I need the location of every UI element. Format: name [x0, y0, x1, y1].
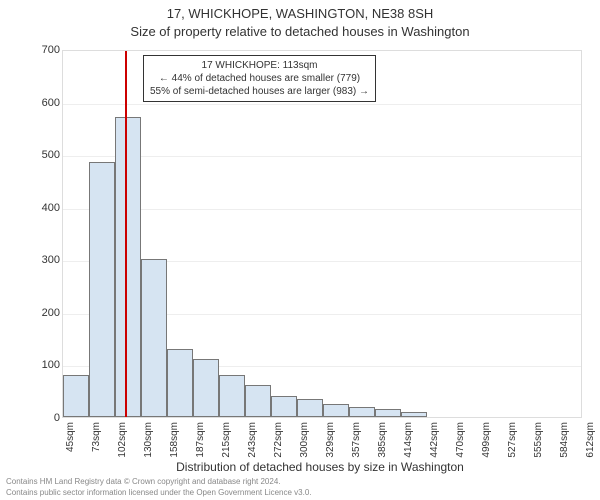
histogram-bar	[141, 259, 167, 417]
attribution-line-1: Contains HM Land Registry data © Crown c…	[6, 477, 596, 487]
histogram-bar	[167, 349, 193, 417]
y-axis-label: Number of detached properties	[2, 0, 18, 50]
x-tick-label: 158sqm	[169, 422, 180, 458]
histogram-bar	[245, 385, 271, 417]
y-tick-label: 600	[20, 97, 60, 109]
property-annotation-box: 17 WHICKHOPE: 113sqm ← 44% of detached h…	[143, 55, 376, 102]
histogram-bars	[63, 51, 581, 417]
x-tick-label: 329sqm	[325, 422, 336, 458]
y-tick-label: 500	[20, 149, 60, 161]
y-tick-label: 300	[20, 254, 60, 266]
annotation-line-2: ← 44% of detached houses are smaller (77…	[150, 72, 369, 85]
plot-area: 17 WHICKHOPE: 113sqm ← 44% of detached h…	[62, 50, 582, 418]
x-tick-label: 385sqm	[377, 422, 388, 458]
attribution-text: Contains HM Land Registry data © Crown c…	[6, 477, 596, 498]
x-tick-label: 442sqm	[429, 422, 440, 458]
annotation-line-1: 17 WHICKHOPE: 113sqm	[150, 59, 369, 72]
x-tick-label: 499sqm	[481, 422, 492, 458]
chart-title-address: 17, WHICKHOPE, WASHINGTON, NE38 8SH	[0, 6, 600, 21]
x-tick-label: 272sqm	[273, 422, 284, 458]
y-tick-label: 0	[20, 412, 60, 424]
x-tick-label: 555sqm	[533, 422, 544, 458]
x-tick-label: 73sqm	[91, 422, 102, 452]
property-marker-line	[125, 51, 127, 417]
x-tick-label: 300sqm	[299, 422, 310, 458]
histogram-bar	[115, 117, 141, 417]
x-tick-label: 102sqm	[117, 422, 128, 458]
x-axis-label: Distribution of detached houses by size …	[60, 460, 580, 474]
chart-title-description: Size of property relative to detached ho…	[0, 24, 600, 39]
histogram-bar	[219, 375, 245, 417]
y-tick-label: 100	[20, 359, 60, 371]
x-tick-label: 470sqm	[455, 422, 466, 458]
histogram-bar	[401, 412, 427, 417]
annotation-line-3: 55% of semi-detached houses are larger (…	[150, 85, 369, 98]
x-tick-label: 187sqm	[195, 422, 206, 458]
x-tick-label: 584sqm	[559, 422, 570, 458]
y-tick-label: 200	[20, 307, 60, 319]
x-tick-label: 414sqm	[403, 422, 414, 458]
histogram-bar	[271, 396, 297, 417]
y-tick-label: 700	[20, 44, 60, 56]
histogram-bar	[89, 162, 115, 417]
histogram-bar	[375, 409, 401, 417]
x-tick-label: 130sqm	[143, 422, 154, 458]
chart-container: 17, WHICKHOPE, WASHINGTON, NE38 8SH Size…	[0, 0, 600, 500]
histogram-bar	[63, 375, 89, 417]
attribution-line-2: Contains public sector information licen…	[6, 488, 596, 498]
x-tick-label: 243sqm	[247, 422, 258, 458]
x-tick-label: 527sqm	[507, 422, 518, 458]
histogram-bar	[193, 359, 219, 417]
histogram-bar	[323, 404, 349, 417]
x-tick-label: 612sqm	[585, 422, 596, 458]
histogram-bar	[349, 407, 375, 418]
x-tick-label: 357sqm	[351, 422, 362, 458]
histogram-bar	[297, 399, 323, 417]
y-tick-label: 400	[20, 202, 60, 214]
x-tick-label: 45sqm	[65, 422, 76, 452]
x-tick-label: 215sqm	[221, 422, 232, 458]
